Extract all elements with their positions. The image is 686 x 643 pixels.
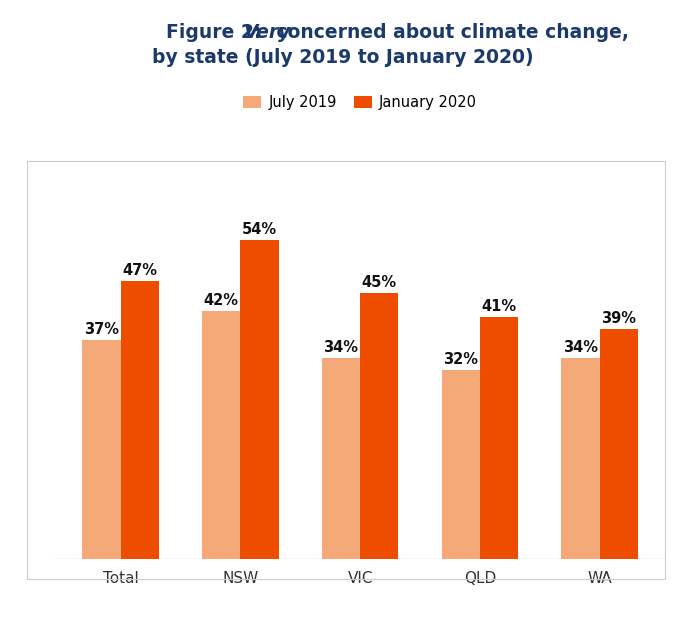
Bar	[82, 340, 121, 559]
Text: The: The	[437, 595, 453, 604]
Bar	[322, 358, 360, 559]
Text: 37%: 37%	[84, 322, 119, 338]
Text: 41%: 41%	[482, 299, 517, 314]
Legend: July 2019, January 2020: July 2019, January 2020	[237, 89, 483, 116]
Text: 45%: 45%	[362, 275, 397, 290]
Text: Very: Very	[244, 23, 292, 42]
Bar	[202, 311, 240, 559]
Text: 32%: 32%	[443, 352, 478, 367]
Bar	[240, 240, 279, 559]
Text: by state (July 2019 to January 2020): by state (July 2019 to January 2020)	[152, 48, 534, 68]
Bar	[561, 358, 600, 559]
Text: 42%: 42%	[204, 293, 239, 308]
Text: 34%: 34%	[563, 340, 598, 355]
Text: 47%: 47%	[122, 263, 157, 278]
Text: Figure 2:: Figure 2:	[166, 23, 268, 42]
Bar	[600, 329, 638, 559]
Bar	[360, 293, 399, 559]
Bar	[442, 370, 480, 559]
Bar	[121, 281, 159, 559]
Text: Australia Institute: Australia Institute	[437, 592, 630, 606]
Text: 34%: 34%	[324, 340, 359, 355]
Bar	[480, 317, 518, 559]
Text: concerned about climate change,: concerned about climate change,	[270, 23, 629, 42]
Text: 54%: 54%	[242, 222, 277, 237]
Text: 39%: 39%	[601, 311, 636, 325]
Text: Research that matters.: Research that matters.	[490, 622, 604, 632]
